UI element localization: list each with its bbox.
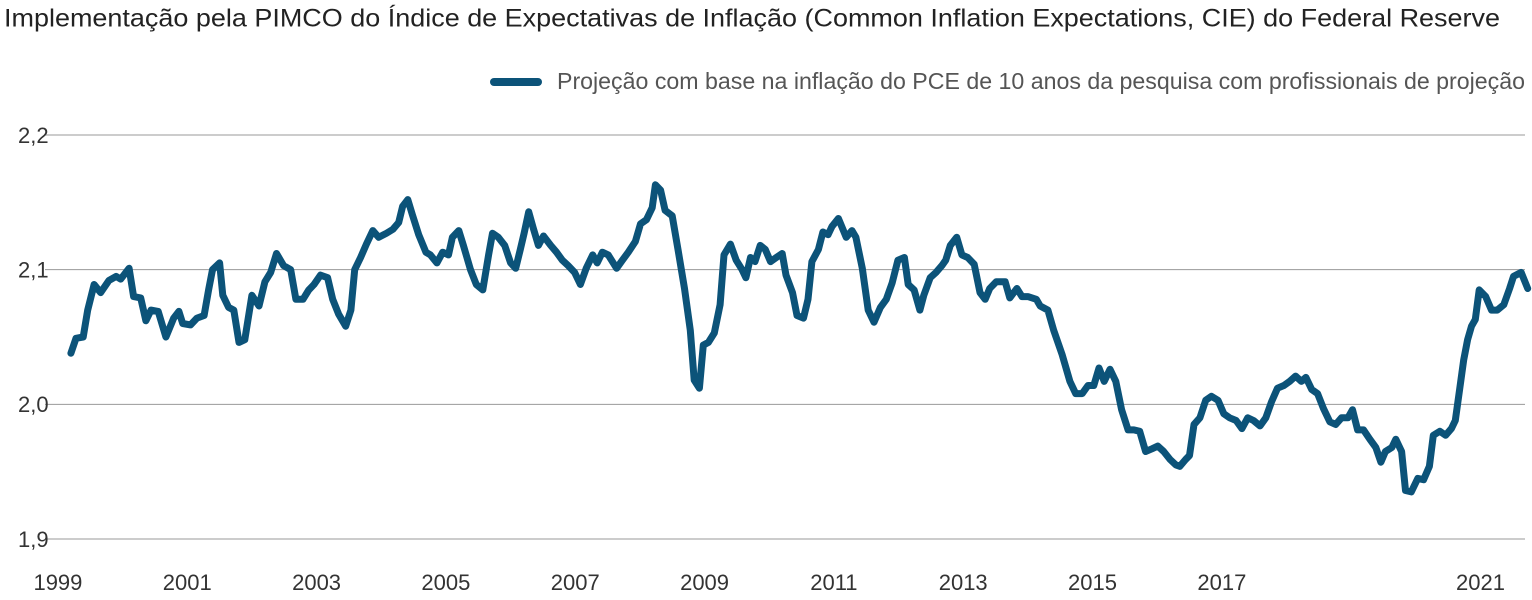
y-tick-label: 2,0 — [18, 392, 49, 417]
x-tick-label: 2017 — [1197, 570, 1246, 595]
y-tick-label: 2,2 — [18, 123, 49, 148]
x-tick-label: 2013 — [939, 570, 988, 595]
x-tick-label: 1999 — [33, 570, 82, 595]
x-tick-label: 2003 — [292, 570, 341, 595]
x-tick-label: 2005 — [421, 570, 470, 595]
x-tick-label: 2009 — [680, 570, 729, 595]
x-tick-label: 2021 — [1456, 570, 1505, 595]
chart-title: Implementação pela PIMCO do Índice de Ex… — [4, 4, 1500, 33]
y-tick-label: 2,1 — [18, 257, 49, 282]
x-tick-label: 2011 — [810, 570, 857, 595]
legend-label: Projeção com base na inflação do PCE de … — [557, 68, 1525, 94]
x-tick-label: 2001 — [163, 570, 212, 595]
x-tick-label: 2015 — [1068, 570, 1117, 595]
data-line — [67, 181, 1532, 496]
x-tick-label: 2007 — [551, 570, 600, 595]
y-tick-label: 1,9 — [18, 527, 49, 552]
